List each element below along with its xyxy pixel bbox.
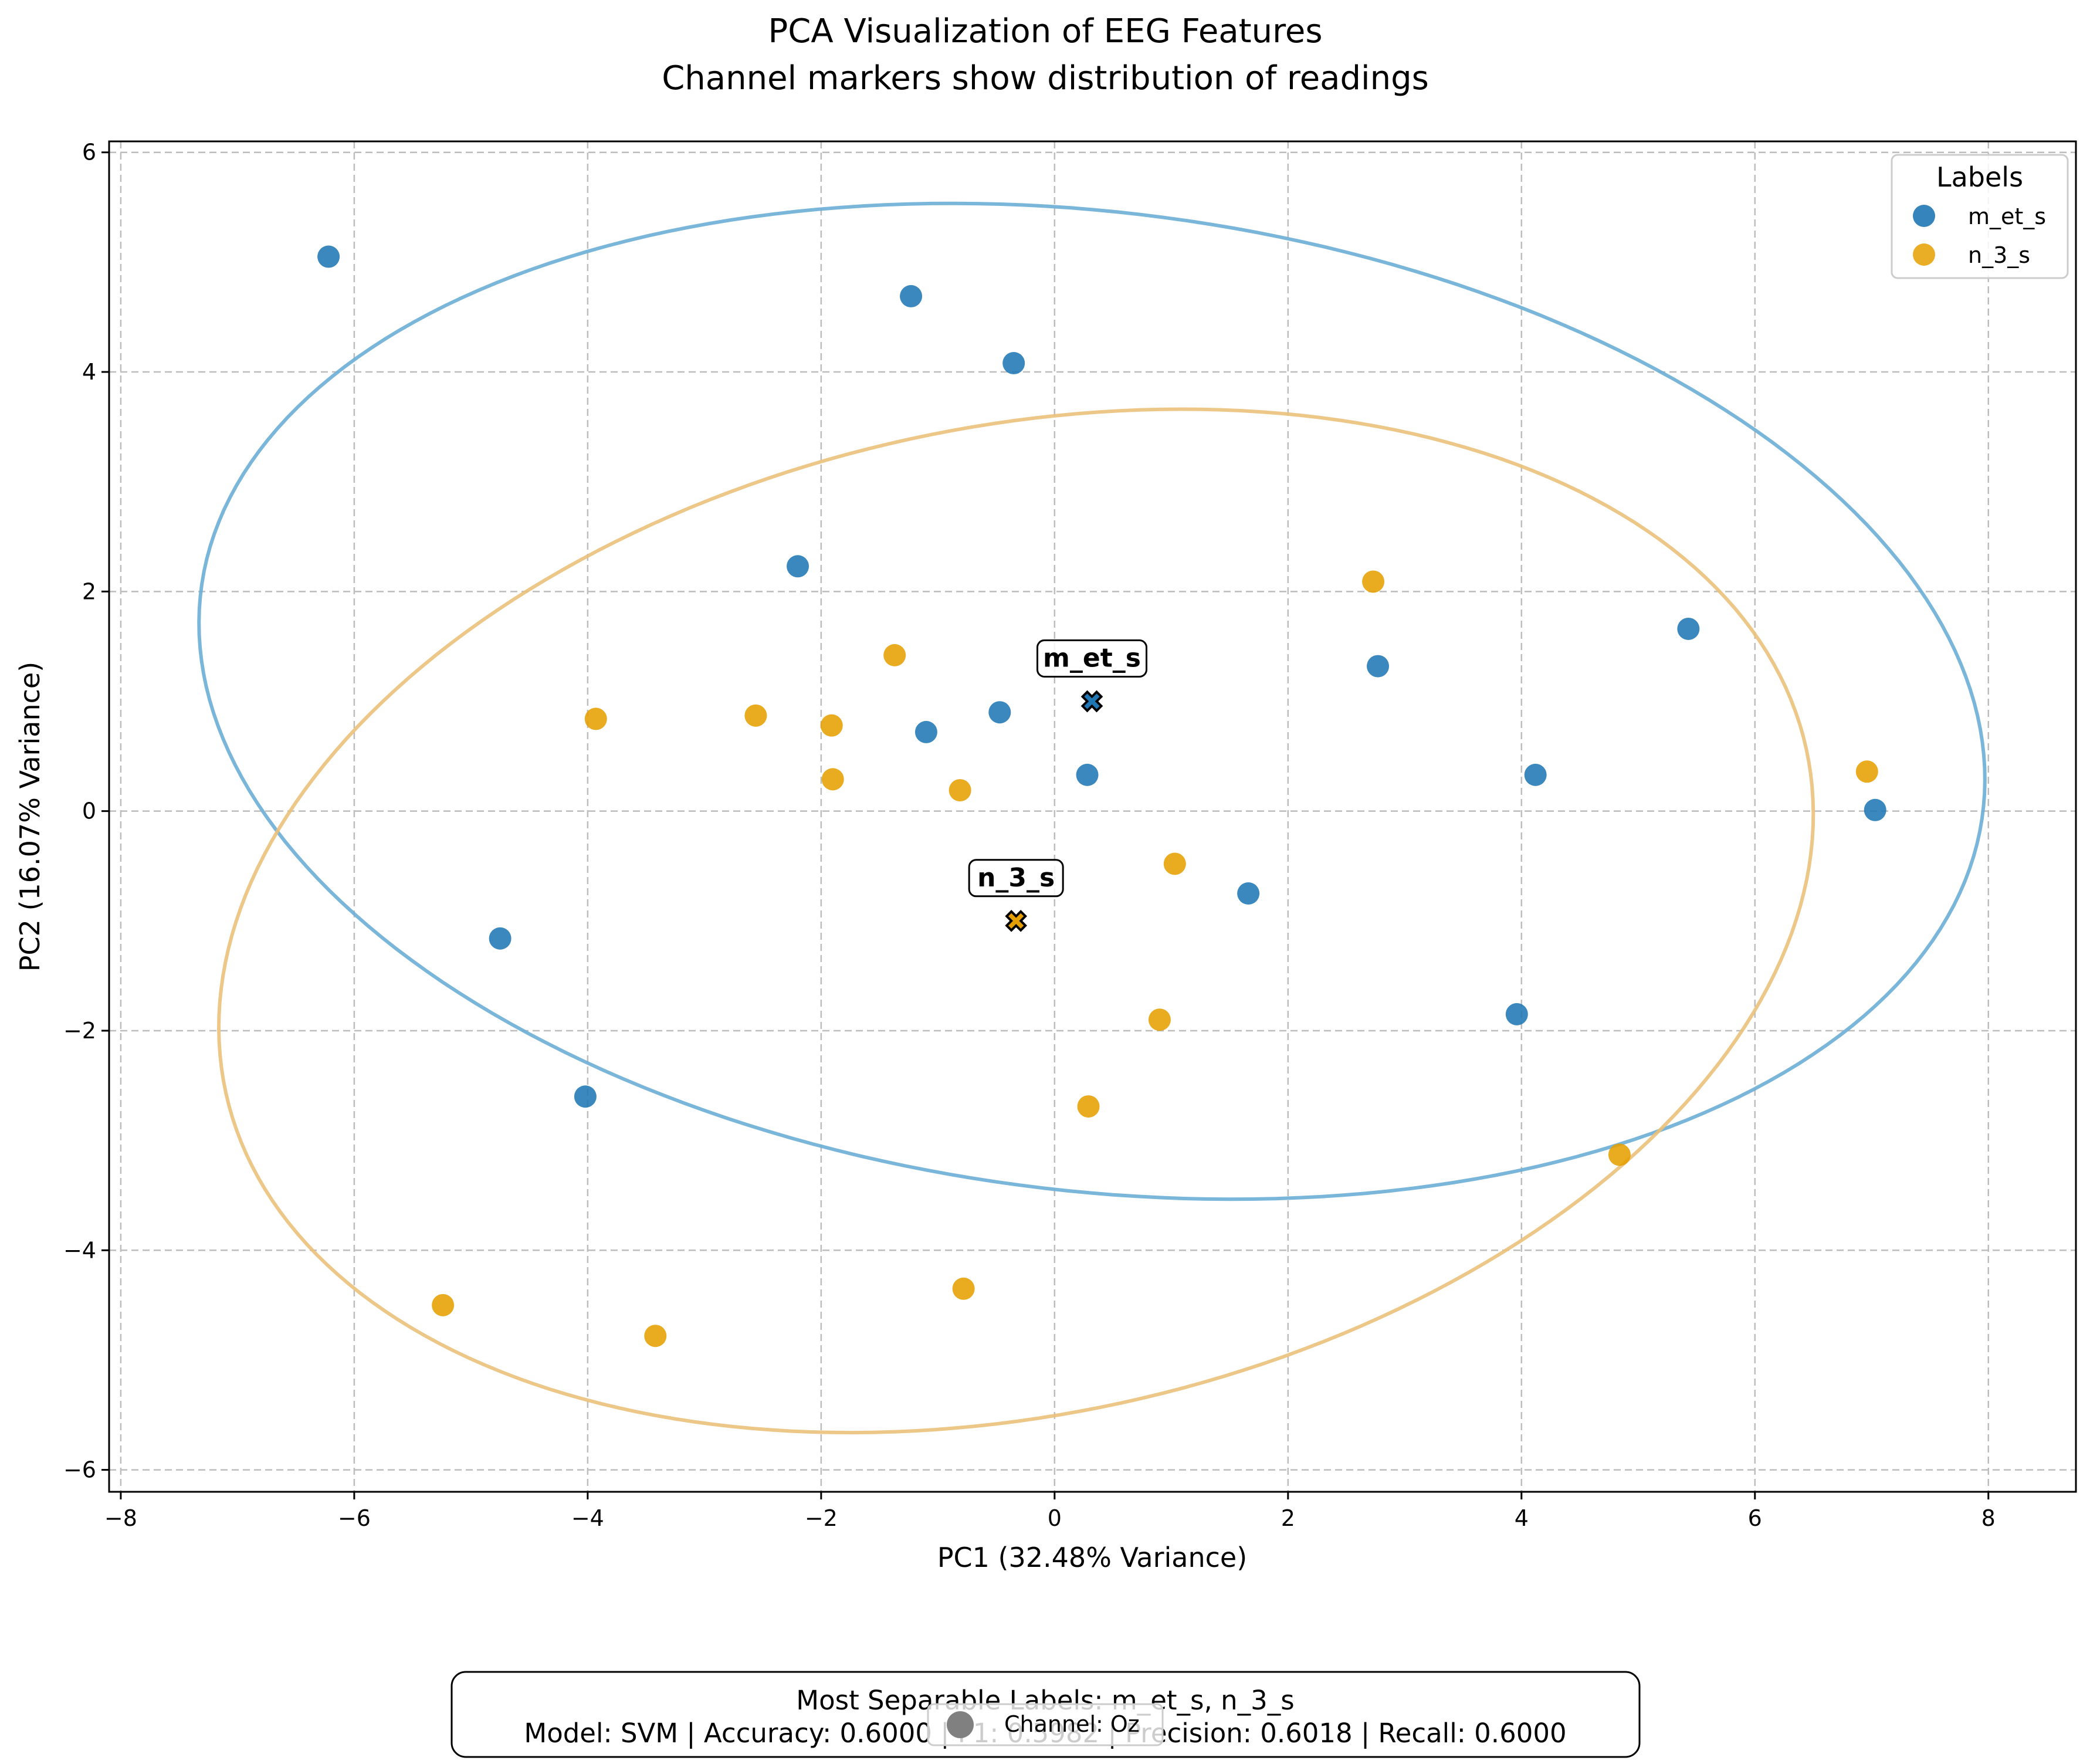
- chart-subtitle: Channel markers show distribution of rea…: [662, 59, 1429, 97]
- grid-lines: [109, 141, 2076, 1492]
- point-m_et_s: [900, 285, 923, 307]
- legend-marker-m_et_s: [1913, 205, 1935, 227]
- centroid-markers: m_et_s n_3_s: [968, 639, 1148, 932]
- point-n_3_s: [952, 1277, 975, 1300]
- point-n_3_s: [1608, 1143, 1631, 1166]
- legend-title: Labels: [1936, 161, 2023, 193]
- x-tick-label: 2: [1281, 1505, 1295, 1531]
- point-n_3_s: [1077, 1095, 1100, 1118]
- point-n_3_s: [820, 714, 843, 737]
- ellipse-m_et_s: [197, 201, 1987, 1201]
- point-n_3_s: [821, 768, 844, 791]
- centroid-marker-m_et_s: [1080, 690, 1103, 713]
- centroid-label-box: [1036, 639, 1148, 678]
- legend-frame: [1891, 154, 2069, 279]
- point-m_et_s: [574, 1085, 597, 1108]
- legend-label-n_3_s: n_3_s: [1968, 242, 2030, 268]
- y-tick-label: 2: [82, 578, 96, 604]
- x-tick-label: 0: [1048, 1505, 1062, 1531]
- y-axis-label: PC2 (16.07% Variance): [14, 662, 46, 971]
- point-m_et_s: [787, 555, 809, 578]
- point-m_et_s: [317, 245, 340, 268]
- point-n_3_s: [1163, 852, 1186, 875]
- x-tick-label: 8: [1981, 1505, 1996, 1531]
- point-n_3_s: [1855, 760, 1878, 783]
- y-tick-label: 0: [82, 798, 96, 824]
- point-n_3_s: [883, 644, 906, 666]
- channel-legend: Channel: Oz: [927, 1703, 1164, 1746]
- x-tick-label: −4: [571, 1505, 604, 1531]
- labels-legend: Labels m_et_s n_3_s: [1891, 154, 2069, 279]
- point-m_et_s: [1002, 352, 1025, 375]
- point-m_et_s: [1367, 655, 1390, 678]
- confidence-ellipses: [197, 201, 1987, 1435]
- legend-marker-n_3_s: [1913, 243, 1935, 266]
- x-axis-ticks: −8 −6 −4 −2 0 2 4 6 8: [104, 1492, 1996, 1531]
- point-m_et_s: [914, 720, 937, 743]
- y-axis-ticks: −6 −4 −2 0 2 4 6: [63, 140, 109, 1483]
- y-tick-label: −2: [63, 1018, 96, 1044]
- point-m_et_s: [1864, 798, 1886, 821]
- plot-frame: [108, 140, 2077, 1493]
- point-n_3_s: [1148, 1008, 1171, 1031]
- x-tick-label: 4: [1515, 1505, 1529, 1531]
- point-n_3_s: [1362, 570, 1385, 593]
- x-tick-label: −8: [104, 1505, 137, 1531]
- channel-legend-label: Channel: Oz: [1004, 1711, 1140, 1737]
- point-m_et_s: [489, 927, 512, 950]
- y-tick-label: 6: [82, 140, 96, 165]
- x-tick-label: 6: [1748, 1505, 1762, 1531]
- y-tick-label: −4: [63, 1237, 96, 1263]
- point-n_3_s: [744, 704, 767, 727]
- point-m_et_s: [1524, 763, 1547, 786]
- x-axis-label: PC1 (32.48% Variance): [937, 1542, 1247, 1573]
- channel-marker: [947, 1711, 974, 1738]
- x-tick-label: −6: [338, 1505, 371, 1531]
- point-m_et_s: [1076, 763, 1099, 786]
- point-m_et_s: [1677, 617, 1700, 640]
- x-tick-label: −2: [805, 1505, 838, 1531]
- point-m_et_s: [1237, 882, 1260, 905]
- y-tick-label: 4: [82, 359, 96, 385]
- point-n_3_s: [644, 1325, 667, 1347]
- centroid-marker-n_3_s: [1005, 909, 1027, 932]
- legend-label-m_et_s: m_et_s: [1968, 204, 2046, 229]
- point-n_3_s: [432, 1294, 455, 1316]
- data-points: [317, 245, 1886, 1347]
- chart-title: PCA Visualization of EEG Features: [768, 12, 1322, 50]
- point-n_3_s: [949, 779, 971, 802]
- point-m_et_s: [1505, 1003, 1528, 1025]
- centroid-label-m_et_s: m_et_s: [1043, 643, 1141, 673]
- y-tick-label: −6: [63, 1457, 96, 1483]
- centroid-label-box: [968, 859, 1064, 898]
- channel-legend-frame: [927, 1703, 1164, 1746]
- point-n_3_s: [584, 707, 607, 730]
- point-m_et_s: [988, 701, 1011, 724]
- ellipse-n_3_s: [216, 407, 1815, 1435]
- centroid-label-n_3_s: n_3_s: [977, 863, 1055, 893]
